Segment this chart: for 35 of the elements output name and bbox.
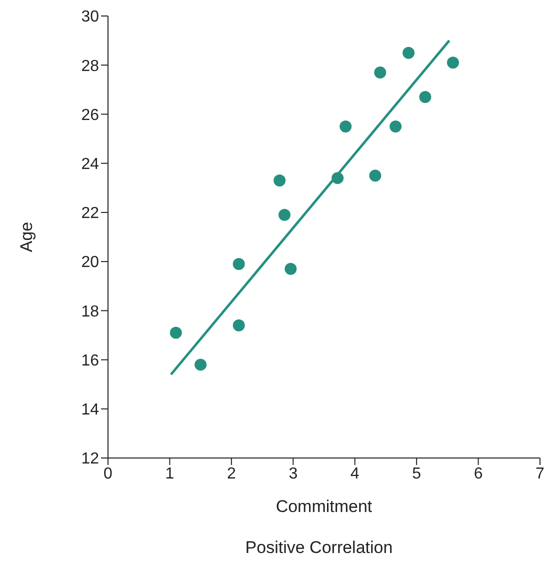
y-tick-label: 26 (81, 106, 100, 124)
y-tick-label: 28 (81, 58, 100, 75)
point (340, 120, 352, 132)
point (369, 170, 382, 182)
point (170, 326, 182, 339)
x-tick-label: 6 (474, 465, 483, 482)
point (278, 208, 291, 221)
y-tick-label: 22 (81, 205, 100, 222)
point (232, 319, 245, 332)
y-tick-label: 16 (81, 352, 100, 370)
x-tick-label: 5 (412, 465, 422, 482)
point (274, 174, 286, 187)
x-axis-title: Commitment (276, 497, 372, 516)
text: Positive Correlation (244, 538, 394, 558)
y-tick-label: 12 (81, 450, 100, 468)
y-tick-label: 14 (81, 402, 100, 419)
x-tick-label: 2 (226, 465, 236, 482)
point (284, 262, 297, 275)
point (390, 120, 402, 132)
x-tick-label: 7 (536, 465, 545, 482)
y-axis-title: Age (17, 222, 36, 252)
x-tick-label: 0 (104, 465, 113, 482)
y-tick-label: 18 (81, 303, 100, 320)
x-tick-label: 4 (350, 465, 360, 482)
point (194, 358, 207, 371)
point (446, 56, 459, 69)
point (374, 66, 386, 78)
point (232, 258, 245, 270)
x-tick-label: 3 (288, 465, 298, 482)
point (402, 46, 415, 59)
x-tick-label: 1 (165, 465, 174, 482)
point (419, 91, 432, 104)
y-tick-label: 30 (81, 8, 100, 26)
y-tick-label: 24 (81, 156, 100, 174)
y-tick-label: 20 (81, 254, 100, 272)
